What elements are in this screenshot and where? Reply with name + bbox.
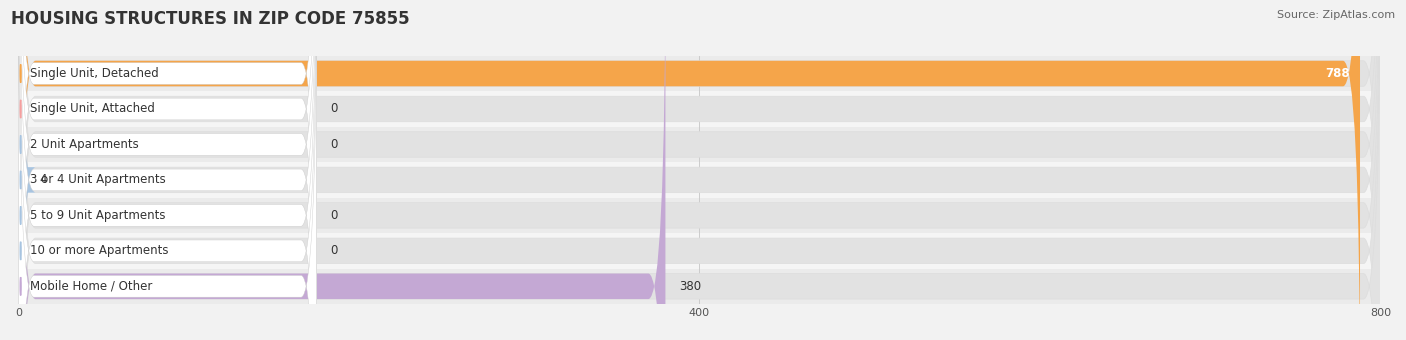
FancyBboxPatch shape: [18, 0, 1381, 340]
Text: 0: 0: [330, 102, 337, 116]
Text: HOUSING STRUCTURES IN ZIP CODE 75855: HOUSING STRUCTURES IN ZIP CODE 75855: [11, 10, 411, 28]
FancyBboxPatch shape: [18, 0, 1381, 340]
FancyBboxPatch shape: [18, 0, 316, 340]
FancyBboxPatch shape: [18, 0, 316, 340]
FancyBboxPatch shape: [18, 0, 665, 340]
FancyBboxPatch shape: [18, 0, 316, 340]
FancyBboxPatch shape: [18, 0, 1381, 340]
FancyBboxPatch shape: [18, 0, 1381, 340]
Text: Single Unit, Attached: Single Unit, Attached: [30, 102, 155, 116]
Bar: [18, 269, 1381, 304]
Bar: [18, 233, 1381, 269]
FancyBboxPatch shape: [18, 0, 1381, 340]
Bar: [18, 56, 1381, 91]
Text: 5 to 9 Unit Apartments: 5 to 9 Unit Apartments: [30, 209, 165, 222]
Text: 0: 0: [330, 138, 337, 151]
Text: 788: 788: [1326, 67, 1350, 80]
Text: 380: 380: [679, 280, 702, 293]
Text: 2 Unit Apartments: 2 Unit Apartments: [30, 138, 138, 151]
FancyBboxPatch shape: [18, 0, 316, 340]
Text: 3 or 4 Unit Apartments: 3 or 4 Unit Apartments: [30, 173, 166, 186]
Bar: [18, 198, 1381, 233]
FancyBboxPatch shape: [18, 0, 316, 340]
Bar: [18, 91, 1381, 127]
Bar: [18, 127, 1381, 162]
FancyBboxPatch shape: [18, 0, 1360, 340]
Text: Single Unit, Detached: Single Unit, Detached: [30, 67, 159, 80]
Text: 4: 4: [39, 173, 46, 186]
FancyBboxPatch shape: [18, 0, 316, 340]
Text: Source: ZipAtlas.com: Source: ZipAtlas.com: [1277, 10, 1395, 20]
Text: Mobile Home / Other: Mobile Home / Other: [30, 280, 152, 293]
Bar: [18, 162, 1381, 198]
FancyBboxPatch shape: [18, 0, 1381, 340]
FancyBboxPatch shape: [18, 0, 1381, 340]
Text: 10 or more Apartments: 10 or more Apartments: [30, 244, 169, 257]
FancyBboxPatch shape: [18, 0, 316, 340]
Text: 0: 0: [330, 244, 337, 257]
Text: 0: 0: [330, 209, 337, 222]
FancyBboxPatch shape: [8, 0, 35, 340]
